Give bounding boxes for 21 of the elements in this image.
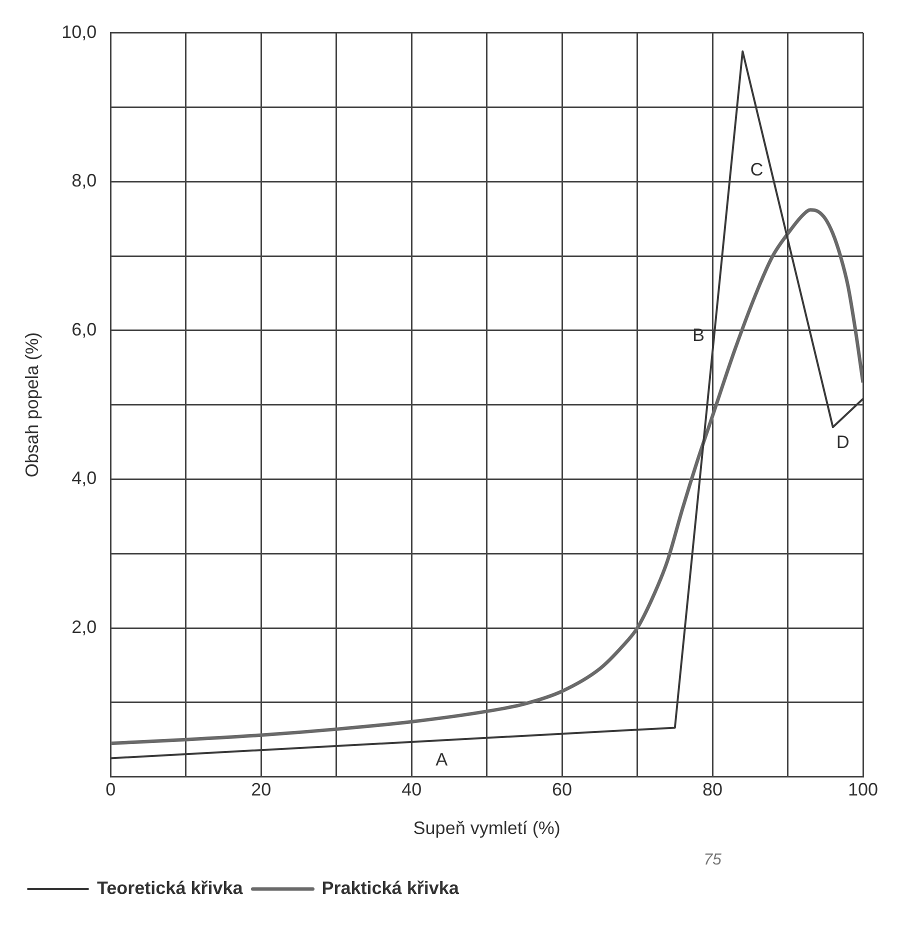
legend-label: Praktická křivka — [322, 878, 460, 898]
x-axis-title: Supeň vymletí (%) — [413, 818, 560, 838]
y-tick-label: 10,0 — [62, 22, 97, 42]
y-tick-label: 6,0 — [72, 319, 97, 340]
x-tick-label: 100 — [848, 780, 878, 800]
x-tick-label: 80 — [702, 780, 723, 800]
x-tick-label: 60 — [552, 780, 572, 800]
annotation: C — [750, 159, 764, 180]
annotation: D — [836, 432, 850, 452]
x-tick-label: 40 — [402, 780, 422, 800]
y-axis-title: Obsah popela (%) — [22, 332, 42, 478]
y-tick-label: 4,0 — [72, 468, 97, 488]
annotation: B — [692, 324, 705, 345]
x-tick-label: 20 — [251, 780, 272, 800]
x-tick-label: 0 — [106, 780, 116, 800]
legend-label: Teoretická křivka — [97, 878, 244, 898]
y-tick-label: 8,0 — [72, 170, 97, 191]
annotation: A — [436, 749, 448, 770]
text: 75 — [704, 851, 722, 868]
y-tick-label: 2,0 — [72, 616, 97, 637]
line-series — [110, 208, 863, 746]
